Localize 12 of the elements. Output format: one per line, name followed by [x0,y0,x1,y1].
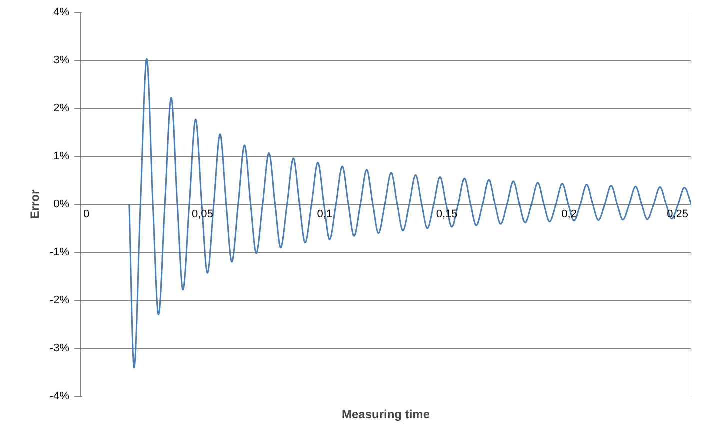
x-axis-title: Measuring time [342,408,430,422]
x-tick-label: 0 [84,208,90,220]
y-tick-label: -2% [50,294,70,306]
y-tick-label: -4% [50,390,70,402]
y-tick-label: 1% [54,150,70,162]
y-axis-title: Error [28,190,42,220]
y-tick-label: 2% [54,102,70,114]
y-tick-label: -1% [50,246,70,258]
y-tick-label: 4% [54,6,70,18]
y-tick-label: -3% [50,342,70,354]
y-tick-label: 0% [54,198,70,210]
y-tick-label: 3% [54,54,70,66]
